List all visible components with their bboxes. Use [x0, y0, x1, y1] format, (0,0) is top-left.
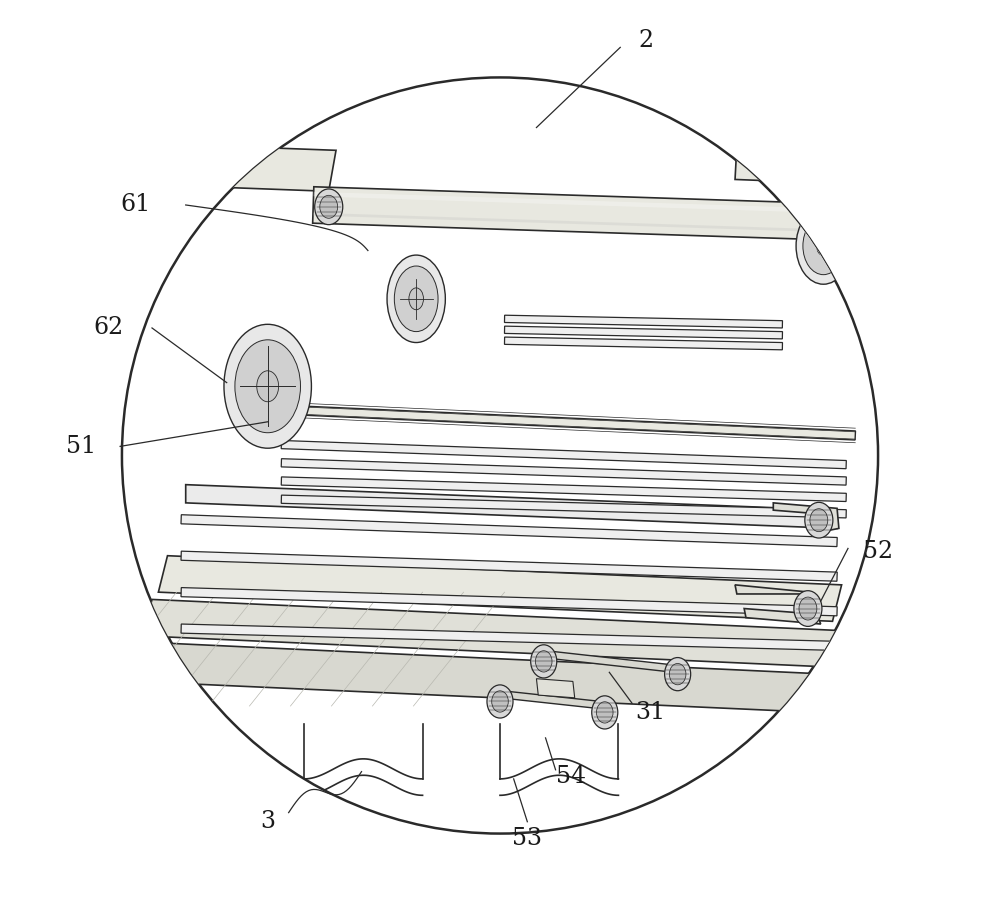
Polygon shape [281, 477, 846, 501]
Ellipse shape [810, 508, 828, 532]
Polygon shape [181, 588, 837, 616]
Polygon shape [281, 496, 846, 517]
Polygon shape [207, 146, 336, 191]
Ellipse shape [665, 658, 691, 691]
Ellipse shape [409, 288, 423, 310]
Ellipse shape [669, 663, 686, 685]
Polygon shape [136, 642, 828, 712]
Ellipse shape [235, 340, 300, 433]
Ellipse shape [803, 217, 844, 275]
Polygon shape [504, 315, 782, 328]
Text: 51: 51 [66, 435, 96, 458]
Ellipse shape [492, 691, 508, 712]
Polygon shape [735, 146, 855, 184]
Polygon shape [181, 515, 837, 547]
Polygon shape [158, 556, 842, 621]
Polygon shape [267, 404, 855, 440]
Ellipse shape [394, 266, 438, 332]
Ellipse shape [531, 645, 557, 678]
Ellipse shape [320, 195, 338, 219]
Polygon shape [504, 337, 782, 350]
Text: 2: 2 [638, 29, 653, 53]
Ellipse shape [387, 255, 445, 343]
Ellipse shape [592, 696, 618, 729]
Text: 52: 52 [863, 539, 893, 563]
Text: 54: 54 [556, 764, 586, 788]
Text: 62: 62 [93, 316, 123, 340]
Polygon shape [313, 187, 847, 241]
Polygon shape [181, 551, 837, 581]
Ellipse shape [805, 502, 833, 538]
Ellipse shape [817, 236, 830, 256]
Polygon shape [536, 679, 575, 698]
Polygon shape [773, 503, 839, 530]
Polygon shape [186, 485, 837, 528]
Ellipse shape [799, 597, 817, 620]
Text: 53: 53 [512, 826, 542, 850]
Ellipse shape [832, 201, 857, 243]
Polygon shape [543, 650, 683, 673]
Text: 3: 3 [260, 810, 275, 834]
Polygon shape [181, 624, 837, 650]
Circle shape [122, 77, 878, 834]
Ellipse shape [315, 189, 343, 225]
Polygon shape [143, 599, 837, 667]
Ellipse shape [487, 685, 513, 718]
Ellipse shape [596, 701, 613, 723]
Polygon shape [500, 691, 610, 710]
Ellipse shape [224, 324, 311, 448]
Text: 61: 61 [120, 193, 151, 217]
Polygon shape [281, 459, 846, 485]
Ellipse shape [796, 208, 851, 284]
Polygon shape [281, 441, 846, 468]
Polygon shape [735, 585, 821, 624]
Ellipse shape [535, 650, 552, 672]
Text: 31: 31 [635, 701, 665, 724]
Ellipse shape [794, 590, 822, 627]
Polygon shape [504, 326, 782, 339]
Ellipse shape [257, 371, 279, 402]
Ellipse shape [836, 209, 853, 236]
